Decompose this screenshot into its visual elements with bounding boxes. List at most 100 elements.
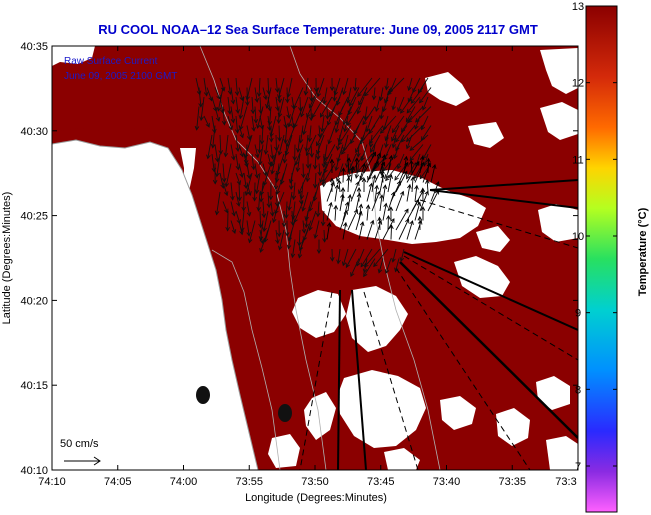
sandy-hook-land <box>180 148 196 196</box>
current-vector <box>256 172 261 194</box>
current-vector <box>251 96 254 114</box>
current-vector-head <box>261 213 267 219</box>
current-vector-head <box>414 184 419 190</box>
current-vector-head <box>340 193 345 199</box>
current-vector-head <box>361 163 366 168</box>
current-vector <box>219 172 224 189</box>
current-vector <box>298 172 309 194</box>
current-vector <box>427 190 439 212</box>
current-vector <box>212 125 216 148</box>
current-vector <box>298 229 301 246</box>
current-vector-head <box>425 179 430 184</box>
current-vector <box>382 218 395 240</box>
current-vector-head <box>322 99 327 105</box>
current-vector-head <box>236 180 242 186</box>
current-vector <box>323 144 336 165</box>
current-vector-head <box>379 171 385 177</box>
current-vector <box>319 163 328 183</box>
current-vector-head <box>252 196 257 202</box>
current-vector <box>430 181 439 202</box>
current-vector-head <box>239 96 244 102</box>
current-vector <box>367 163 376 181</box>
current-vector <box>400 96 413 114</box>
current-vector-head <box>251 165 256 171</box>
current-vector-head <box>235 147 240 152</box>
current-vector-head <box>231 211 236 217</box>
current-vector <box>421 125 432 141</box>
current-vector <box>350 258 360 277</box>
current-vector <box>408 77 413 91</box>
current-vector <box>267 77 270 94</box>
current-vector-head <box>362 268 368 274</box>
current-vector <box>322 163 336 184</box>
current-vector-head <box>282 158 288 164</box>
current-vector <box>397 153 405 169</box>
current-vector <box>414 185 418 202</box>
current-vector-head <box>274 88 280 93</box>
current-vector-head <box>259 239 265 245</box>
current-vector-head <box>347 110 352 116</box>
current-vector-head <box>239 230 244 236</box>
current-vector <box>342 248 349 266</box>
current-vector-head <box>283 139 288 144</box>
current-vector <box>361 144 368 161</box>
current-vector <box>303 115 309 135</box>
current-vector <box>348 87 360 106</box>
current-vector-head <box>302 130 307 136</box>
current-vector-head <box>303 90 309 96</box>
current-vector-head <box>212 128 217 134</box>
current-vector <box>222 182 228 196</box>
current-vector <box>263 210 269 232</box>
current-vector-head <box>393 154 398 160</box>
current-vector-head <box>223 191 229 197</box>
current-vector-head <box>266 203 272 209</box>
current-vector <box>261 125 264 144</box>
current-vector <box>259 210 262 228</box>
current-vector-head <box>368 182 374 188</box>
current-vector <box>270 115 277 137</box>
current-vector-head <box>395 137 400 143</box>
current-vector-head <box>334 166 339 172</box>
current-vector <box>335 106 344 125</box>
current-vector-head <box>276 232 282 238</box>
colorbar-tick-label: 8 <box>575 384 581 396</box>
current-vector <box>355 163 360 179</box>
current-vector <box>355 193 361 212</box>
current-vector-head <box>292 156 298 161</box>
colorbar <box>585 5 618 513</box>
current-vector <box>284 144 288 163</box>
current-vector <box>323 229 326 242</box>
current-vector <box>406 134 413 149</box>
sst-field-north <box>52 46 205 132</box>
current-vector-head <box>277 245 283 251</box>
current-vector-head <box>243 184 249 190</box>
current-vector <box>288 229 293 249</box>
current-vector-head <box>406 174 411 180</box>
current-vector <box>357 77 373 97</box>
current-vector <box>266 87 272 108</box>
current-vector <box>289 163 296 183</box>
current-vector <box>430 164 436 183</box>
current-vector-head <box>254 189 260 195</box>
current-vector <box>317 201 320 217</box>
current-vector-head <box>390 191 396 197</box>
current-vector <box>414 202 421 221</box>
current-vector-head <box>262 95 268 101</box>
current-vector-head <box>334 184 340 190</box>
current-vector <box>348 96 357 115</box>
current-vector-head <box>291 195 297 201</box>
current-vector-head <box>256 124 261 129</box>
current-vector-head <box>431 164 437 169</box>
current-vector-head <box>210 143 216 149</box>
current-vector <box>267 191 270 208</box>
current-vector <box>309 191 317 212</box>
current-vector <box>267 115 271 131</box>
current-vector-head <box>223 152 229 158</box>
current-vector <box>348 163 352 179</box>
current-vector-head <box>363 272 368 278</box>
current-vector <box>347 158 350 174</box>
current-vector-head <box>241 206 247 212</box>
current-vector-head <box>334 120 339 126</box>
current-vector <box>258 77 261 97</box>
